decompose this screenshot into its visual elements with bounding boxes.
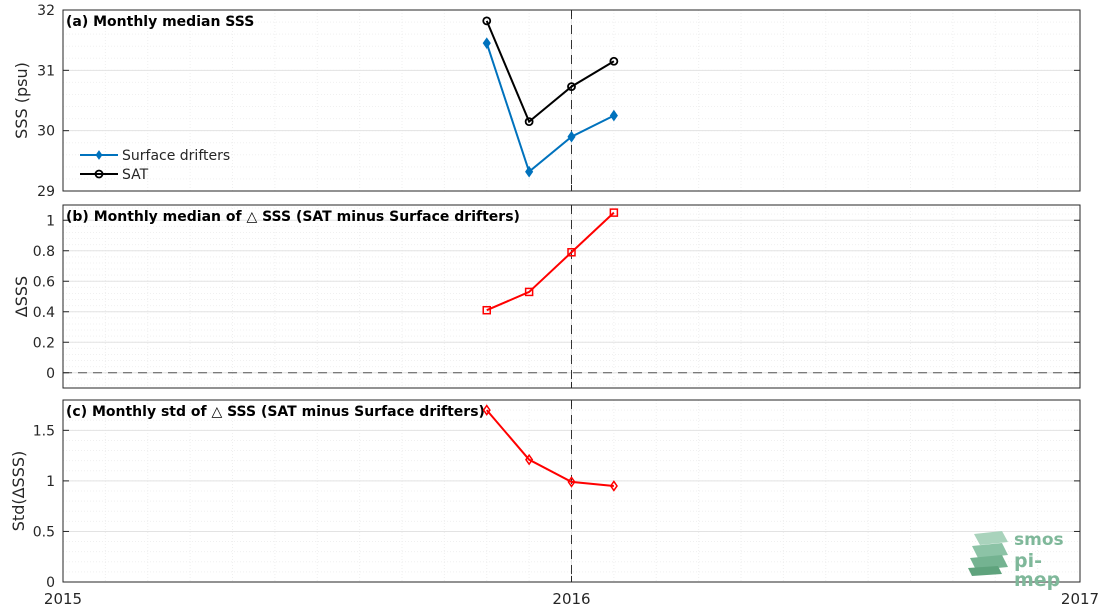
data-point (609, 56, 619, 66)
y-tick-label: 0 (46, 575, 55, 591)
y-tick-label: 0.4 (33, 305, 55, 321)
data-point (524, 117, 534, 127)
data-point (525, 453, 534, 466)
y-tick-label: 1 (46, 474, 55, 490)
y-tick-label: 31 (37, 63, 55, 79)
logo-text-smos: smos (1014, 530, 1064, 550)
panel-0: 29 30 31 32 SSS (psu) (a) Monthly median SSS S… (12, 3, 1081, 200)
data-point (567, 130, 576, 143)
legend-label: SAT (122, 167, 149, 183)
series-line (486, 211, 615, 312)
panel-title: (c) Monthly std of △ SSS (SAT minus Surf… (66, 404, 485, 420)
series-line (485, 20, 615, 124)
y-tick-label: 30 (37, 124, 55, 140)
x-tick-label: 2015 (44, 590, 82, 608)
data-point (609, 208, 619, 217)
y-tick-label: 0 (46, 366, 55, 382)
logo-layers-icon (968, 531, 1008, 576)
data-point (567, 476, 576, 488)
y-tick-label: 32 (37, 3, 55, 19)
panel-title: (a) Monthly median SSS (66, 14, 254, 30)
y-axis-label: Std(ΔSSS) (9, 451, 28, 531)
y-axis-label: SSS (psu) (12, 62, 31, 139)
smos-pimep-logo: smos pi-mep (968, 528, 1084, 590)
data-point (482, 37, 491, 49)
data-point (482, 305, 491, 315)
panel-1: 0 0.2 0.4 0.6 0.8 1 ΔSSS (b) Monthly median of … (12, 204, 1081, 389)
legend-marker (94, 169, 104, 179)
y-tick-label: 0.5 (33, 524, 55, 540)
data-point (482, 16, 492, 26)
legend-marker (95, 150, 103, 160)
x-tick-label: 2017 (1061, 590, 1099, 608)
panel-2: 0 0.5 1 1.5 Std(ΔSSS) (c) Monthly std of △ SS… (9, 399, 1081, 591)
data-point (524, 287, 534, 297)
panel-title: (b) Monthly median of △ SSS (SAT minus S… (66, 209, 520, 225)
y-tick-label: 29 (37, 184, 55, 200)
series-line (485, 409, 614, 487)
data-point (567, 248, 576, 257)
y-tick-label: 1 (46, 213, 55, 229)
y-tick-label: 1.5 (33, 423, 55, 439)
y-axis-label: ΔSSS (12, 276, 31, 317)
y-tick-label: 0.6 (33, 274, 55, 290)
logo-text-pimep: pi-mep (1014, 550, 1061, 591)
legend-label: Surface drifters (122, 148, 230, 164)
data-point (567, 82, 576, 92)
data-point (609, 480, 618, 492)
data-point (482, 404, 491, 416)
data-point (609, 109, 618, 122)
x-tick-label: 2016 (552, 590, 590, 608)
y-tick-label: 0.8 (33, 244, 55, 260)
y-tick-label: 0.2 (33, 335, 55, 351)
series-line (485, 42, 615, 174)
data-point (525, 165, 534, 178)
